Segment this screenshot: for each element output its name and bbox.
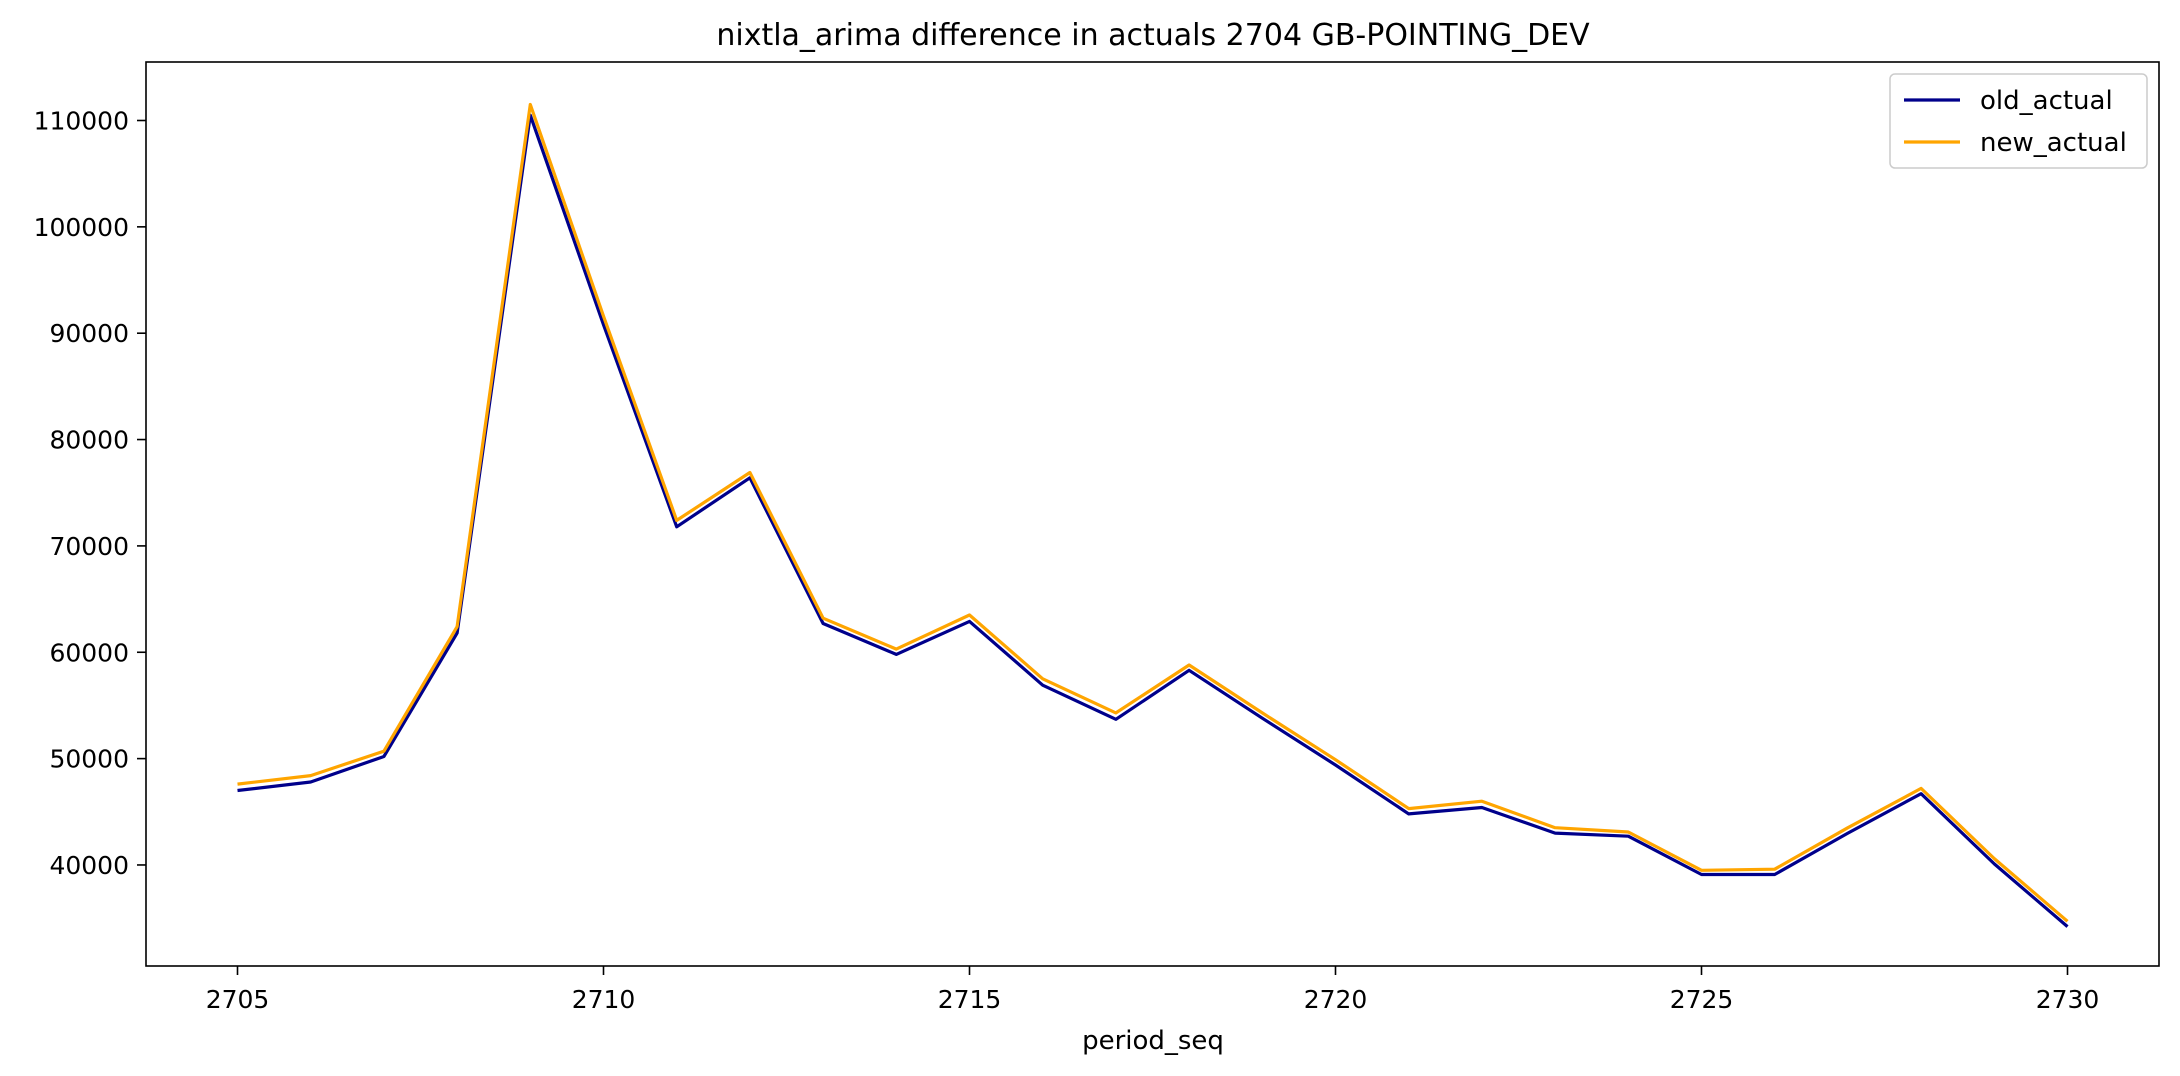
y-tick-label: 60000 [49,638,129,667]
x-axis-label: period_seq [1082,1026,1224,1056]
series-line-old-actual [237,113,2069,928]
y-tick-label: 40000 [49,851,129,880]
x-tick-label: 2725 [1670,985,1734,1014]
legend-label: old_actual [1980,86,2113,116]
y-tick-label: 100000 [34,213,129,242]
series-layer [237,102,2069,928]
x-tick-label: 2710 [572,985,636,1014]
y-tick-label: 80000 [49,426,129,455]
y-axis: 40000 50000 60000 70000 80000 90000 100000 1100… [34,106,146,880]
legend-label: new_actual [1980,128,2127,158]
y-tick-label: 50000 [49,745,129,774]
plot-area-frame [145,61,2160,967]
series-line-new-actual [237,102,2069,923]
y-tick-label: 110000 [34,106,129,135]
y-tick-label: 90000 [49,319,129,348]
legend-box [1889,73,2148,169]
x-tick-label: 2705 [206,985,270,1014]
x-tick-label: 2715 [938,985,1002,1014]
legend: old_actual new_actual [1889,73,2148,169]
x-axis: 2705 2710 2715 2720 2725 2730 [206,966,2100,1014]
x-tick-label: 2720 [1304,985,1368,1014]
x-tick-label: 2730 [2036,985,2100,1014]
y-tick-label: 70000 [49,532,129,561]
chart-title: nixtla_arima difference in actuals 2704 … [716,18,1590,53]
